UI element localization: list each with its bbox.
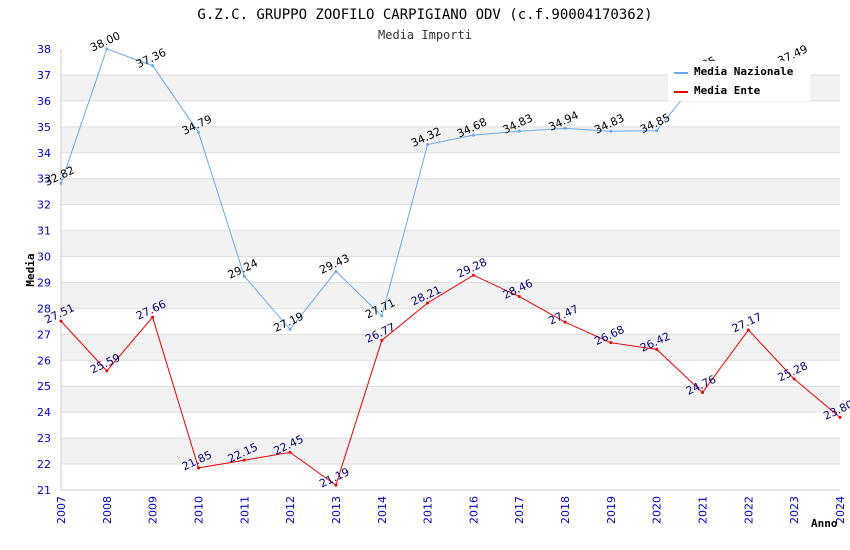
series-line-ente xyxy=(60,274,841,486)
x-tick-label: 2019 xyxy=(605,496,618,524)
y-tick-label: 24 xyxy=(37,406,51,419)
x-tick-label: 2010 xyxy=(192,496,205,524)
grid-band xyxy=(61,178,840,205)
y-tick-label: 22 xyxy=(37,458,51,471)
y-tick-label: 34 xyxy=(37,147,51,160)
y-axis-label: Media xyxy=(24,253,37,286)
data-point-nazionale xyxy=(380,314,384,318)
grid-band xyxy=(61,308,840,335)
series-line-nazionale xyxy=(60,48,795,331)
grid-band xyxy=(61,282,840,309)
x-tick-label: 2016 xyxy=(467,496,480,524)
data-point-ente xyxy=(746,328,750,332)
data-point-nazionale xyxy=(59,181,63,185)
x-tick-label: 2014 xyxy=(376,496,389,524)
x-tick-label: 2013 xyxy=(330,496,343,524)
series-lines xyxy=(59,47,842,487)
data-point-ente xyxy=(288,450,292,454)
x-tick-label: 2017 xyxy=(513,496,526,524)
data-point-ente xyxy=(471,273,475,277)
data-point-nazionale xyxy=(471,133,475,137)
y-tick-label: 25 xyxy=(37,380,51,393)
data-point-ente xyxy=(151,315,155,319)
x-tick-label: 2023 xyxy=(788,496,801,524)
y-tick-label: 30 xyxy=(37,251,51,264)
data-point-nazionale xyxy=(609,129,613,133)
grid-band xyxy=(61,152,840,179)
data-point-nazionale xyxy=(242,274,246,278)
legend-box xyxy=(668,61,810,101)
y-tick-label: 28 xyxy=(37,302,51,315)
data-point-ente xyxy=(701,390,705,394)
y-tick-label: 26 xyxy=(37,354,51,367)
data-point-ente xyxy=(517,294,521,298)
data-point-nazionale xyxy=(288,327,292,331)
data-point-ente xyxy=(105,369,109,373)
legend: Media Nazionale Media Ente xyxy=(668,61,810,101)
x-tick-label: 2009 xyxy=(147,496,160,524)
y-tick-label: 32 xyxy=(37,199,51,212)
grid-band xyxy=(61,386,840,413)
y-tick-labels: 21 22 23 24 25 26 27 28 29 30 31 32 33 34 35 36 37 38 xyxy=(37,43,51,497)
data-point-nazionale xyxy=(426,142,430,146)
data-point-nazionale xyxy=(105,47,109,51)
data-point-nazionale xyxy=(655,129,659,133)
data-point-ente xyxy=(792,377,796,381)
data-point-nazionale xyxy=(334,269,338,273)
y-tick-label: 33 xyxy=(37,173,51,186)
data-point-nazionale xyxy=(196,130,200,134)
grid-band xyxy=(61,204,840,231)
chart-subtitle: Media Importi xyxy=(378,28,472,42)
x-tick-label: 2020 xyxy=(651,496,664,524)
data-point-ente xyxy=(838,415,842,419)
x-tick-label: 2015 xyxy=(422,496,435,524)
grid-band xyxy=(61,412,840,439)
x-tick-label: 2021 xyxy=(697,496,710,524)
data-point-nazionale xyxy=(151,64,155,68)
data-point-ente xyxy=(426,301,430,305)
y-tick-label: 21 xyxy=(37,484,51,497)
x-tick-label: 2018 xyxy=(559,496,572,524)
x-tick-label: 2008 xyxy=(101,496,114,524)
data-point-ente xyxy=(196,466,200,470)
data-point-ente xyxy=(563,320,567,324)
data-point-ente xyxy=(380,338,384,342)
x-tick-label: 2007 xyxy=(55,496,68,524)
y-tick-label: 36 xyxy=(37,95,51,108)
chart-title: G.Z.C. GRUPPO ZOOFILO CARPIGIANO ODV (c.… xyxy=(197,7,652,23)
grid-band xyxy=(61,230,840,257)
legend-label-nazionale: Media Nazionale xyxy=(694,65,794,78)
axes xyxy=(60,49,840,491)
x-axis-label: Anno xyxy=(811,517,838,530)
x-tick-label: 2024 xyxy=(834,496,847,524)
y-tick-label: 27 xyxy=(37,328,51,341)
grid-band xyxy=(61,334,840,361)
data-point-ente xyxy=(334,483,338,487)
y-tick-label: 23 xyxy=(37,432,51,445)
x-tick-labels: 2007 2008 2009 2010 2011 2012 2013 2014 2015 2016… xyxy=(55,496,847,524)
grid-band xyxy=(61,464,840,490)
data-point-ente xyxy=(59,319,63,323)
data-point-ente xyxy=(609,341,613,345)
y-tick-label: 35 xyxy=(37,121,51,134)
x-tick-label: 2012 xyxy=(284,496,297,524)
grid-band xyxy=(61,100,840,127)
legend-label-ente: Media Ente xyxy=(694,84,761,97)
y-tick-label: 38 xyxy=(37,43,51,56)
x-tick-label: 2022 xyxy=(742,496,755,524)
data-point-nazionale xyxy=(517,129,521,133)
data-point-nazionale xyxy=(563,126,567,130)
y-tick-label: 37 xyxy=(37,69,51,82)
y-tick-label: 31 xyxy=(37,225,51,238)
grid-band xyxy=(61,256,840,283)
y-tick-label: 29 xyxy=(37,276,51,289)
data-point-ente xyxy=(655,347,659,351)
grid-band xyxy=(61,438,840,465)
data-point-ente xyxy=(242,458,246,462)
grid-bands xyxy=(61,49,840,491)
x-tick-label: 2011 xyxy=(238,496,251,524)
